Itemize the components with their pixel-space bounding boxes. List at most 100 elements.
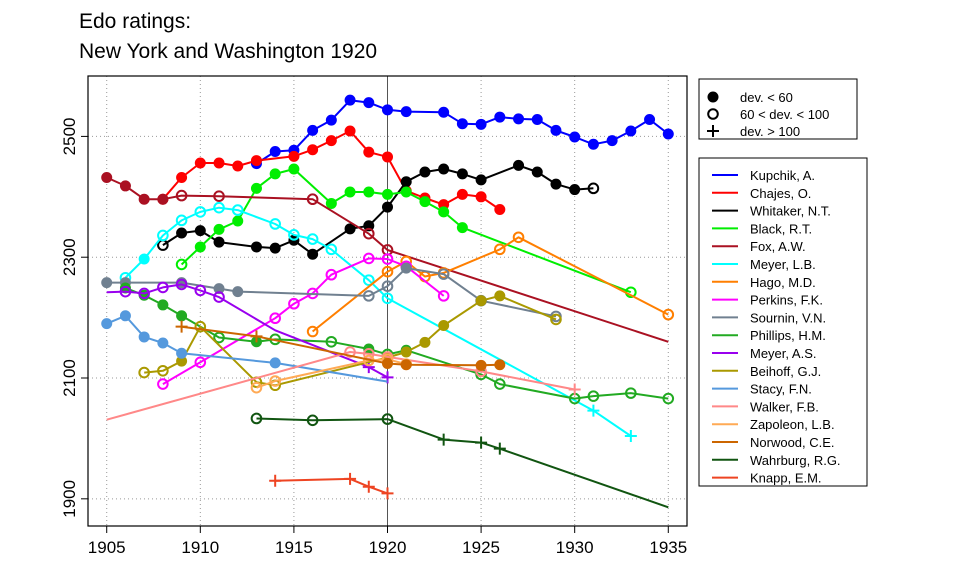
filled-point — [438, 106, 450, 118]
filled-point — [400, 186, 412, 198]
x-tick-label: 1915 — [275, 538, 313, 557]
open-point — [494, 378, 506, 390]
filled-point — [157, 299, 169, 311]
x-tick-label: 1930 — [556, 538, 594, 557]
open-point — [306, 325, 319, 338]
symbol-legend-label: dev. < 60 — [740, 90, 793, 105]
filled-point — [494, 359, 506, 371]
open-point — [381, 253, 394, 265]
filled-point — [550, 178, 562, 190]
plus-point — [175, 320, 188, 333]
filled-point — [325, 197, 337, 209]
series-line — [180, 168, 632, 294]
legend-label: Chajes, O. — [750, 186, 811, 201]
filled-point — [494, 203, 506, 215]
y-tick-label: 2500 — [60, 117, 79, 155]
open-point — [288, 229, 300, 241]
filled-point — [176, 347, 188, 359]
filled-point — [513, 159, 525, 171]
open-point — [587, 182, 600, 195]
filled-point — [176, 171, 188, 183]
series-line — [144, 294, 557, 387]
open-point — [175, 214, 188, 227]
filled-point — [438, 163, 450, 175]
open-point — [138, 287, 150, 300]
legend-label: Zapoleon, L.B. — [750, 417, 835, 432]
plus-point — [475, 436, 488, 449]
filled-point — [475, 191, 487, 203]
filled-point — [400, 359, 412, 371]
filled-point — [157, 193, 169, 205]
filled-point — [119, 282, 131, 294]
filled-point — [269, 357, 281, 369]
open-point — [250, 412, 263, 425]
open-point — [194, 284, 207, 297]
symbol-legend-box — [698, 78, 858, 140]
filled-point — [456, 168, 468, 180]
symbol-legend: dev. < 60 60 < dev. < 100 dev. > 100 — [698, 78, 858, 140]
filled-point — [707, 91, 719, 103]
open-point — [325, 268, 338, 281]
x-tick-label: 1925 — [462, 538, 500, 557]
filled-point — [419, 196, 431, 208]
series-group — [101, 171, 669, 343]
series-line — [125, 287, 669, 400]
filled-point — [288, 150, 300, 162]
legend-label: Meyer, A.S. — [750, 346, 816, 361]
plus-point — [624, 430, 637, 442]
filled-point — [531, 113, 543, 125]
open-point — [550, 313, 562, 326]
filled-point — [213, 236, 225, 248]
open-point — [269, 312, 281, 325]
open-point — [250, 381, 263, 394]
filled-point — [232, 160, 244, 172]
series-line — [311, 236, 669, 333]
symbol-legend-label: 60 < dev. < 100 — [740, 107, 829, 122]
x-tick-label: 1920 — [369, 538, 407, 557]
open-point — [306, 414, 319, 427]
x-tick-label: 1935 — [649, 538, 687, 557]
open-point — [437, 290, 450, 302]
open-point — [362, 252, 375, 265]
filled-point — [138, 253, 150, 265]
filled-point — [250, 182, 262, 194]
filled-point — [606, 135, 618, 147]
open-point — [157, 364, 169, 377]
filled-point — [400, 262, 412, 274]
open-point — [512, 231, 525, 244]
filled-point — [644, 113, 656, 125]
filled-point — [531, 166, 543, 178]
filled-point — [269, 242, 281, 254]
filled-point — [494, 111, 506, 123]
axes: 1905 1910 1915 1920 1925 1930 1935 1900 2100 2300… — [60, 117, 687, 557]
filled-point — [475, 295, 487, 307]
series-group — [250, 94, 674, 170]
filled-point — [382, 201, 393, 213]
open-point — [362, 274, 375, 286]
filled-point — [382, 358, 393, 370]
filled-point — [213, 223, 225, 235]
filled-point — [475, 174, 487, 186]
legend-label: Hago, M.D. — [750, 275, 816, 290]
plus-point — [587, 404, 600, 417]
series-line — [106, 351, 575, 421]
filled-point — [325, 114, 337, 126]
series-group — [101, 310, 388, 383]
legend-label: Walker, F.B. — [750, 399, 819, 414]
open-point — [231, 204, 244, 216]
filled-point — [119, 310, 131, 322]
filled-point — [363, 186, 375, 198]
open-point — [157, 281, 169, 294]
filled-point — [232, 215, 244, 227]
open-point — [362, 227, 375, 240]
series-group — [306, 231, 675, 338]
filled-point — [194, 225, 206, 237]
filled-point — [269, 146, 281, 158]
open-point — [288, 297, 300, 310]
filled-point — [569, 131, 581, 143]
plus-point — [437, 433, 450, 446]
filled-point — [194, 241, 206, 253]
plus-point — [381, 487, 394, 500]
open-point — [587, 390, 600, 402]
legend-label: Wahrburg, R.G. — [750, 453, 841, 468]
